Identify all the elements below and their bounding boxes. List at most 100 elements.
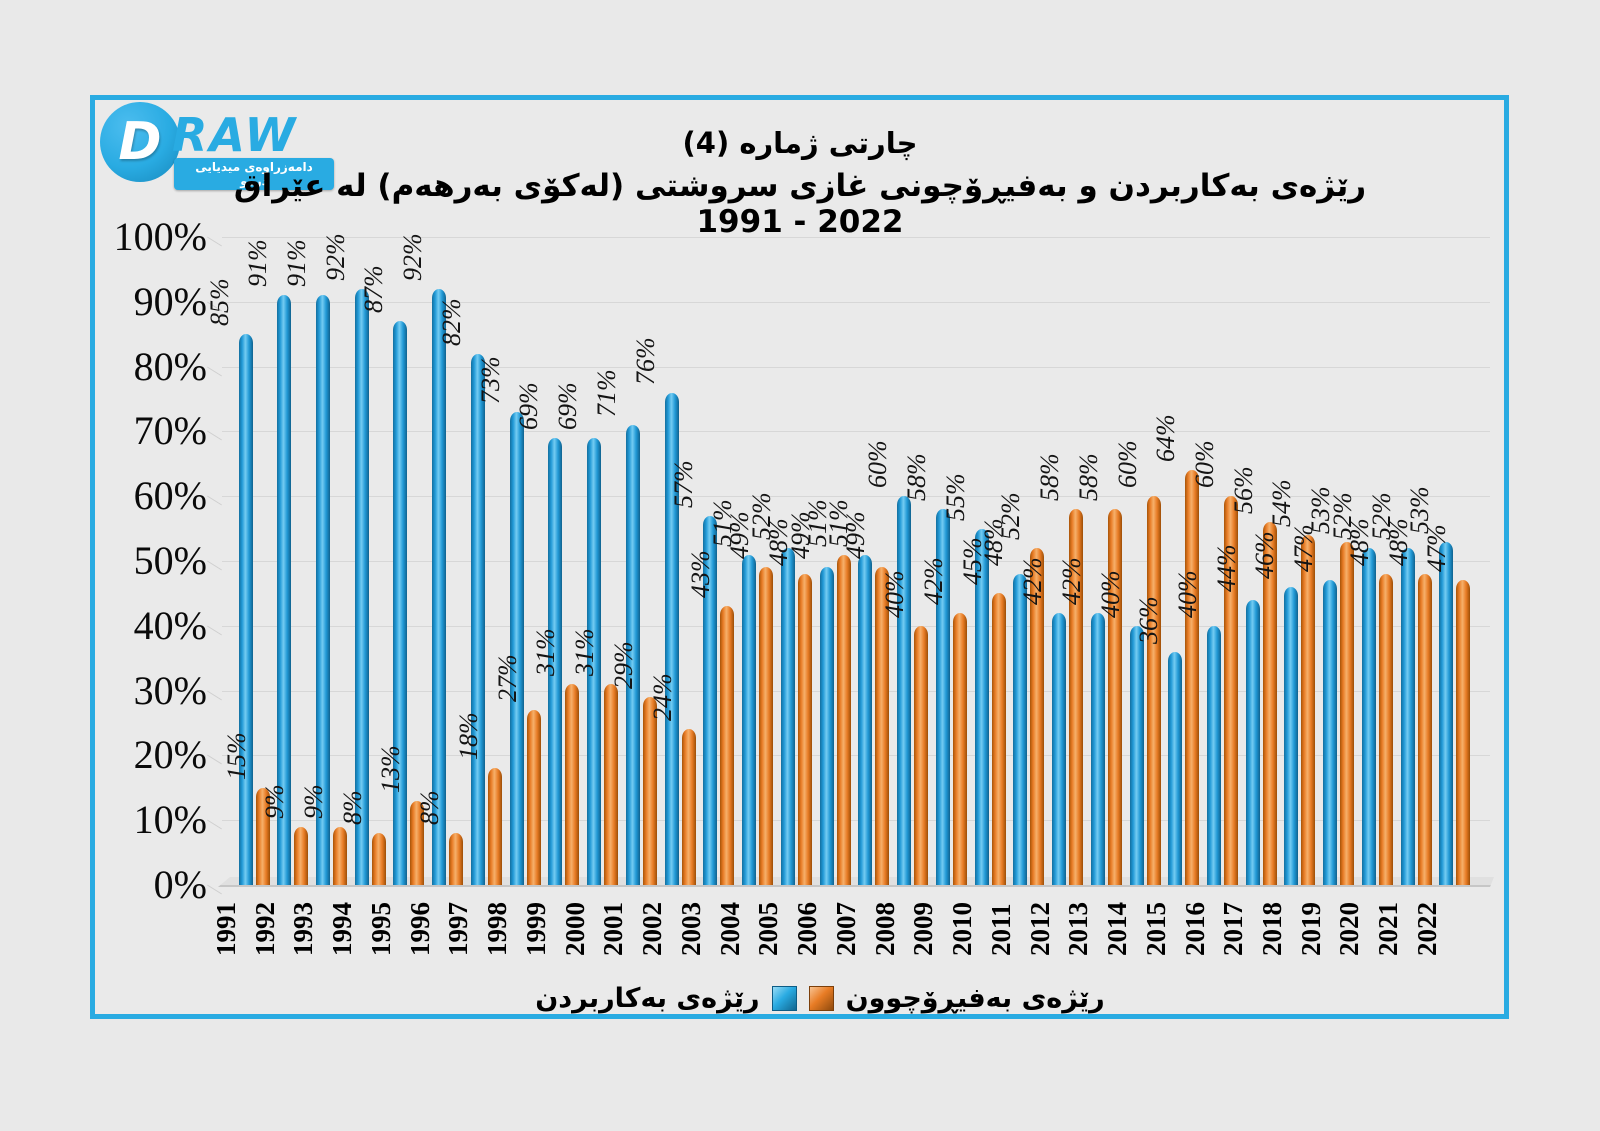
x-tick-1996: 1996 bbox=[404, 902, 435, 956]
bar-flaring-2021 bbox=[1417, 573, 1432, 885]
bar-usage-2021 bbox=[1400, 548, 1415, 885]
bar-label-usage-1992: 91% bbox=[243, 239, 273, 288]
bar-label-flaring-2018: 54% bbox=[1267, 479, 1297, 528]
y-tick-60: 60% bbox=[133, 473, 207, 519]
bar-label-flaring-2016: 60% bbox=[1190, 440, 1219, 489]
bar-usage-1994 bbox=[354, 288, 369, 885]
bar-label-usage-2003: 57% bbox=[669, 459, 699, 508]
bar-flaring-1991 bbox=[255, 787, 270, 885]
x-tick-1993: 1993 bbox=[288, 902, 319, 956]
bar-label-flaring-2003: 43% bbox=[686, 550, 716, 599]
gridline-80 bbox=[222, 366, 1490, 368]
gridline-100 bbox=[222, 237, 1490, 238]
bar-label-flaring-2015: 64% bbox=[1151, 414, 1181, 463]
bar-usage-2001 bbox=[625, 424, 640, 885]
bar-usage-1995 bbox=[393, 321, 408, 885]
x-tick-1992: 1992 bbox=[249, 902, 280, 956]
bar-label-usage-1996: 92% bbox=[398, 233, 428, 281]
bar-usage-2020 bbox=[1361, 548, 1376, 885]
gridline-90 bbox=[222, 301, 1490, 303]
x-tick-2004: 2004 bbox=[714, 902, 745, 956]
x-tick-1991: 1991 bbox=[211, 902, 241, 956]
x-tick-2002: 2002 bbox=[637, 902, 668, 956]
bar-label-usage-2017: 44% bbox=[1211, 544, 1241, 592]
bar-flaring-2018 bbox=[1301, 535, 1316, 885]
x-tick-2001: 2001 bbox=[598, 902, 629, 956]
bar-flaring-1996 bbox=[449, 833, 464, 885]
bar-flaring-1992 bbox=[294, 826, 309, 885]
bar-label-flaring-2022: 47% bbox=[1422, 524, 1452, 573]
bar-label-usage-2013: 42% bbox=[1056, 557, 1086, 605]
bar-label-usage-2009: 58% bbox=[901, 453, 931, 502]
bar-label-usage-1999: 69% bbox=[514, 382, 544, 430]
x-tick-2008: 2008 bbox=[869, 902, 900, 956]
x-tick-1997: 1997 bbox=[443, 902, 474, 956]
bar-flaring-2010 bbox=[991, 593, 1006, 885]
x-tick-2003: 2003 bbox=[675, 902, 706, 956]
bar-usage-2006 bbox=[819, 567, 834, 885]
bar-flaring-2003 bbox=[720, 606, 735, 885]
bar-label-usage-1995: 87% bbox=[359, 265, 389, 314]
legend-label-usage: رێژەی بەکاربردن bbox=[535, 983, 760, 1014]
bar-flaring-2009 bbox=[952, 612, 967, 885]
bar-usage-2014 bbox=[1129, 625, 1144, 885]
bar-usage-1997 bbox=[470, 353, 485, 885]
bar-usage-1991 bbox=[238, 334, 253, 885]
bar-usage-1996 bbox=[432, 288, 447, 885]
x-tick-2019: 2019 bbox=[1295, 902, 1326, 956]
bar-flaring-1993 bbox=[332, 826, 347, 885]
bar-label-flaring-1998: 27% bbox=[492, 654, 522, 703]
y-tick-0: 0% bbox=[153, 862, 207, 907]
bar-flaring-2007 bbox=[875, 567, 890, 885]
bar-label-usage-1993: 91% bbox=[281, 239, 311, 288]
logo-letter: D bbox=[118, 112, 162, 172]
x-tick-2010: 2010 bbox=[947, 902, 978, 956]
x-axis-baseline bbox=[218, 877, 1494, 887]
logo-circle-icon: D bbox=[100, 102, 180, 182]
bar-usage-2018 bbox=[1284, 586, 1299, 885]
legend-swatch-usage-icon bbox=[771, 986, 797, 1011]
bar-label-flaring-1994: 8% bbox=[337, 790, 367, 826]
y-tick-10: 10% bbox=[133, 797, 207, 843]
gridline-10 bbox=[222, 820, 1490, 822]
gridline-30 bbox=[222, 690, 1490, 692]
bar-label-flaring-2009: 42% bbox=[918, 557, 948, 605]
bar-flaring-2014 bbox=[1146, 496, 1161, 885]
bar-usage-2013 bbox=[1090, 612, 1105, 885]
bar-usage-2003 bbox=[703, 515, 718, 885]
bar-label-flaring-1995: 13% bbox=[376, 745, 406, 793]
logo-tagline: دامەزراوەی میدیایی درەو bbox=[174, 158, 334, 190]
bar-label-flaring-2012: 58% bbox=[1035, 453, 1065, 502]
bar-flaring-2019 bbox=[1340, 541, 1355, 885]
x-tick-1994: 1994 bbox=[327, 902, 358, 956]
bar-label-flaring-2000: 31% bbox=[570, 628, 600, 677]
bar-flaring-2006 bbox=[836, 554, 851, 885]
bar-label-flaring-1996: 8% bbox=[415, 790, 445, 826]
bar-usage-2010 bbox=[974, 528, 989, 885]
logo-brand-text: RAW bbox=[172, 108, 298, 162]
x-tick-2018: 2018 bbox=[1256, 902, 1287, 956]
bar-flaring-2004 bbox=[759, 567, 774, 885]
bar-label-flaring-1993: 9% bbox=[298, 784, 328, 819]
bar-label-usage-2000: 69% bbox=[553, 382, 583, 430]
y-tick-70: 70% bbox=[133, 408, 207, 454]
bar-flaring-1995 bbox=[410, 800, 425, 885]
x-tick-2000: 2000 bbox=[559, 902, 590, 956]
gridline-20 bbox=[222, 755, 1490, 757]
bar-flaring-2017 bbox=[1262, 522, 1277, 885]
bar-flaring-2016 bbox=[1224, 496, 1238, 885]
bar-label-usage-2012: 42% bbox=[1018, 557, 1048, 605]
x-tick-2020: 2020 bbox=[1334, 902, 1365, 956]
bar-usage-2015 bbox=[1168, 651, 1183, 885]
chart-subtitle: چارتی ژماره (4) bbox=[682, 126, 918, 160]
legend: رێژەی بەکاربردن رێژەی بەفیڕۆچوون bbox=[0, 983, 1600, 1014]
bar-flaring-2012 bbox=[1069, 509, 1084, 885]
bar-usage-1993 bbox=[315, 295, 330, 885]
y-tick-40: 40% bbox=[133, 602, 207, 648]
bar-flaring-2000 bbox=[604, 684, 619, 885]
bar-flaring-2001 bbox=[642, 697, 657, 885]
bar-label-flaring-2007: 49% bbox=[841, 511, 871, 560]
x-tick-2006: 2006 bbox=[792, 902, 823, 956]
bar-usage-2005 bbox=[780, 548, 795, 885]
gridline-60 bbox=[222, 496, 1490, 498]
